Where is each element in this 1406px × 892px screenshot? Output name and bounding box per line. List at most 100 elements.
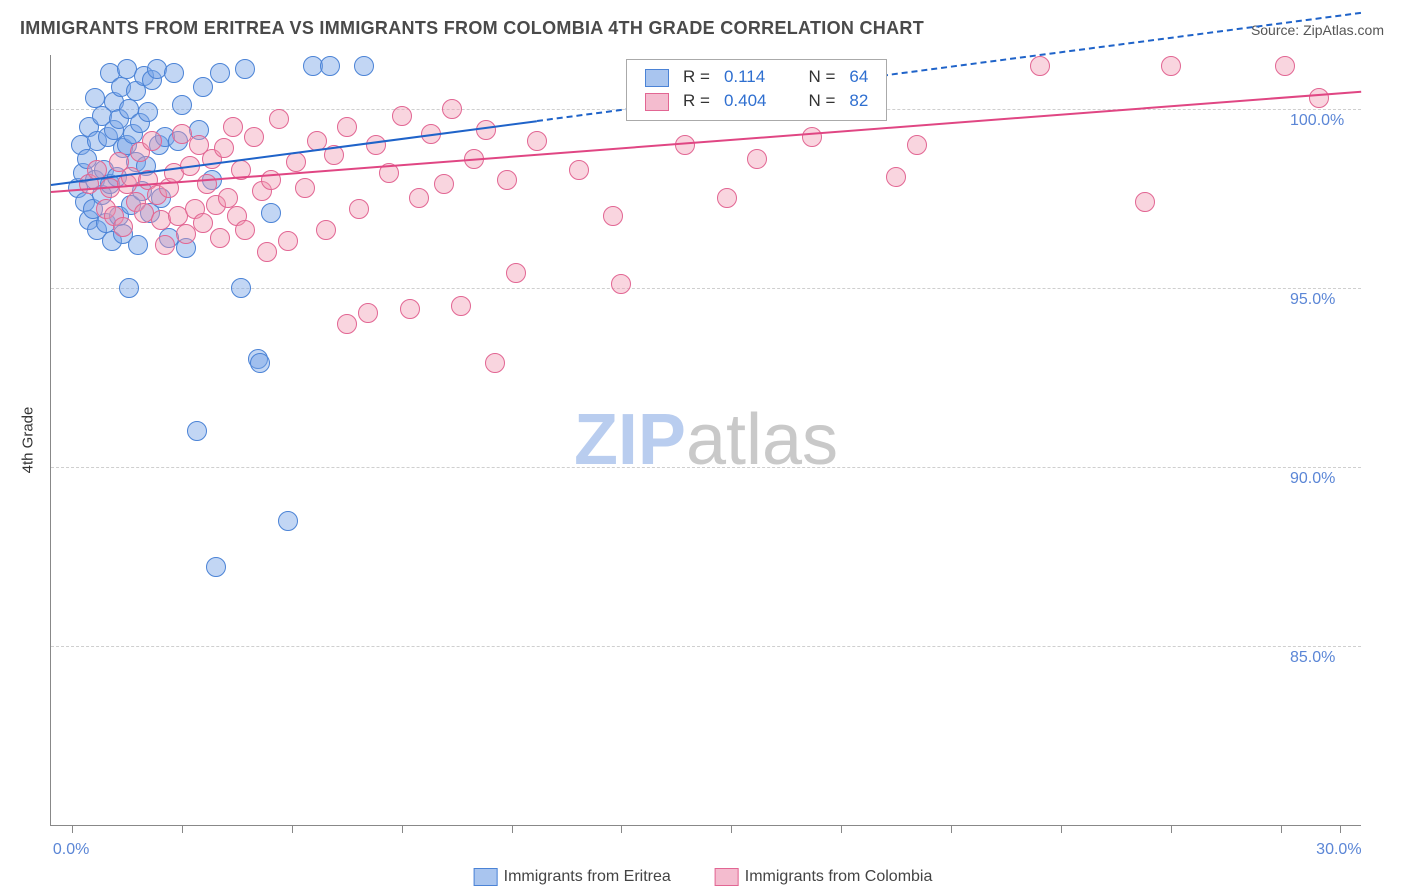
x-tick-label: 30.0%: [1316, 841, 1361, 859]
scatter-point: [187, 421, 207, 441]
scatter-point: [442, 99, 462, 119]
y-tick-label: 85.0%: [1290, 649, 1335, 667]
watermark: ZIPatlas: [574, 399, 838, 481]
scatter-point: [119, 278, 139, 298]
scatter-point: [278, 231, 298, 251]
legend-swatch: [474, 868, 498, 886]
scatter-point: [210, 63, 230, 83]
r-value: 0.114: [718, 66, 773, 88]
y-tick-label: 90.0%: [1290, 470, 1335, 488]
r-value: 0.404: [718, 90, 773, 112]
n-label: N =: [802, 66, 841, 88]
scatter-point: [569, 160, 589, 180]
scatter-point: [354, 56, 374, 76]
legend-swatch: [715, 868, 739, 886]
y-axis-label: 4th Grade: [20, 407, 37, 474]
scatter-point: [611, 274, 631, 294]
x-tick: [292, 825, 293, 833]
scatter-point: [1161, 56, 1181, 76]
scatter-point: [400, 299, 420, 319]
scatter-point: [392, 106, 412, 126]
x-tick: [72, 825, 73, 833]
scatter-point: [1030, 56, 1050, 76]
gridline: [51, 467, 1361, 468]
scatter-point: [269, 109, 289, 129]
scatter-point: [603, 206, 623, 226]
y-tick-label: 95.0%: [1290, 291, 1335, 309]
plot-area: ZIPatlas R =0.114 N =64 R =0.404 N =82: [50, 55, 1361, 826]
scatter-point: [286, 152, 306, 172]
scatter-point: [506, 263, 526, 283]
scatter-point: [485, 353, 505, 373]
scatter-point: [244, 127, 264, 147]
scatter-point: [337, 314, 357, 334]
scatter-point: [1309, 88, 1329, 108]
scatter-point: [278, 511, 298, 531]
legend-label: Immigrants from Colombia: [745, 868, 933, 885]
scatter-point: [349, 199, 369, 219]
x-tick: [731, 825, 732, 833]
scatter-point: [206, 557, 226, 577]
scatter-point: [193, 213, 213, 233]
r-label: R =: [677, 66, 716, 88]
x-tick: [1171, 825, 1172, 833]
scatter-point: [231, 278, 251, 298]
x-tick: [182, 825, 183, 833]
scatter-point: [210, 228, 230, 248]
chart-title: IMMIGRANTS FROM ERITREA VS IMMIGRANTS FR…: [20, 18, 924, 39]
scatter-point: [128, 235, 148, 255]
scatter-point: [142, 131, 162, 151]
scatter-point: [476, 120, 496, 140]
scatter-point: [802, 127, 822, 147]
r-label: R =: [677, 90, 716, 112]
legend-label: Immigrants from Eritrea: [504, 868, 671, 885]
scatter-point: [907, 135, 927, 155]
scatter-point: [164, 63, 184, 83]
x-tick: [951, 825, 952, 833]
n-value: 82: [843, 90, 874, 112]
scatter-point: [527, 131, 547, 151]
scatter-point: [337, 117, 357, 137]
x-tick: [402, 825, 403, 833]
x-tick: [1061, 825, 1062, 833]
scatter-point: [497, 170, 517, 190]
scatter-point: [193, 77, 213, 97]
scatter-point: [1275, 56, 1295, 76]
scatter-point: [451, 296, 471, 316]
scatter-point: [155, 235, 175, 255]
scatter-point: [1135, 192, 1155, 212]
scatter-point: [261, 203, 281, 223]
scatter-point: [235, 59, 255, 79]
legend-item: Immigrants from Colombia: [715, 868, 933, 885]
scatter-point: [197, 174, 217, 194]
scatter-point: [366, 135, 386, 155]
x-tick: [1340, 825, 1341, 833]
scatter-point: [717, 188, 737, 208]
scatter-point: [235, 220, 255, 240]
scatter-point: [138, 102, 158, 122]
scatter-point: [434, 174, 454, 194]
legend-swatch: [645, 93, 669, 111]
gridline: [51, 646, 1361, 647]
watermark-zip: ZIP: [574, 400, 686, 480]
legend-bottom: Immigrants from Eritrea Immigrants from C…: [452, 868, 955, 886]
x-tick-label: 0.0%: [53, 841, 89, 859]
n-value: 64: [843, 66, 874, 88]
legend-swatch: [645, 69, 669, 87]
scatter-point: [295, 178, 315, 198]
n-label: N =: [802, 90, 841, 112]
watermark-atlas: atlas: [686, 400, 838, 480]
scatter-point: [747, 149, 767, 169]
scatter-point: [358, 303, 378, 323]
scatter-point: [316, 220, 336, 240]
scatter-point: [223, 117, 243, 137]
scatter-point: [250, 353, 270, 373]
y-tick-label: 100.0%: [1290, 112, 1344, 130]
scatter-point: [409, 188, 429, 208]
x-tick: [1281, 825, 1282, 833]
scatter-point: [320, 56, 340, 76]
x-tick: [841, 825, 842, 833]
stats-box: R =0.114 N =64 R =0.404 N =82: [626, 59, 887, 121]
scatter-point: [257, 242, 277, 262]
x-tick: [512, 825, 513, 833]
